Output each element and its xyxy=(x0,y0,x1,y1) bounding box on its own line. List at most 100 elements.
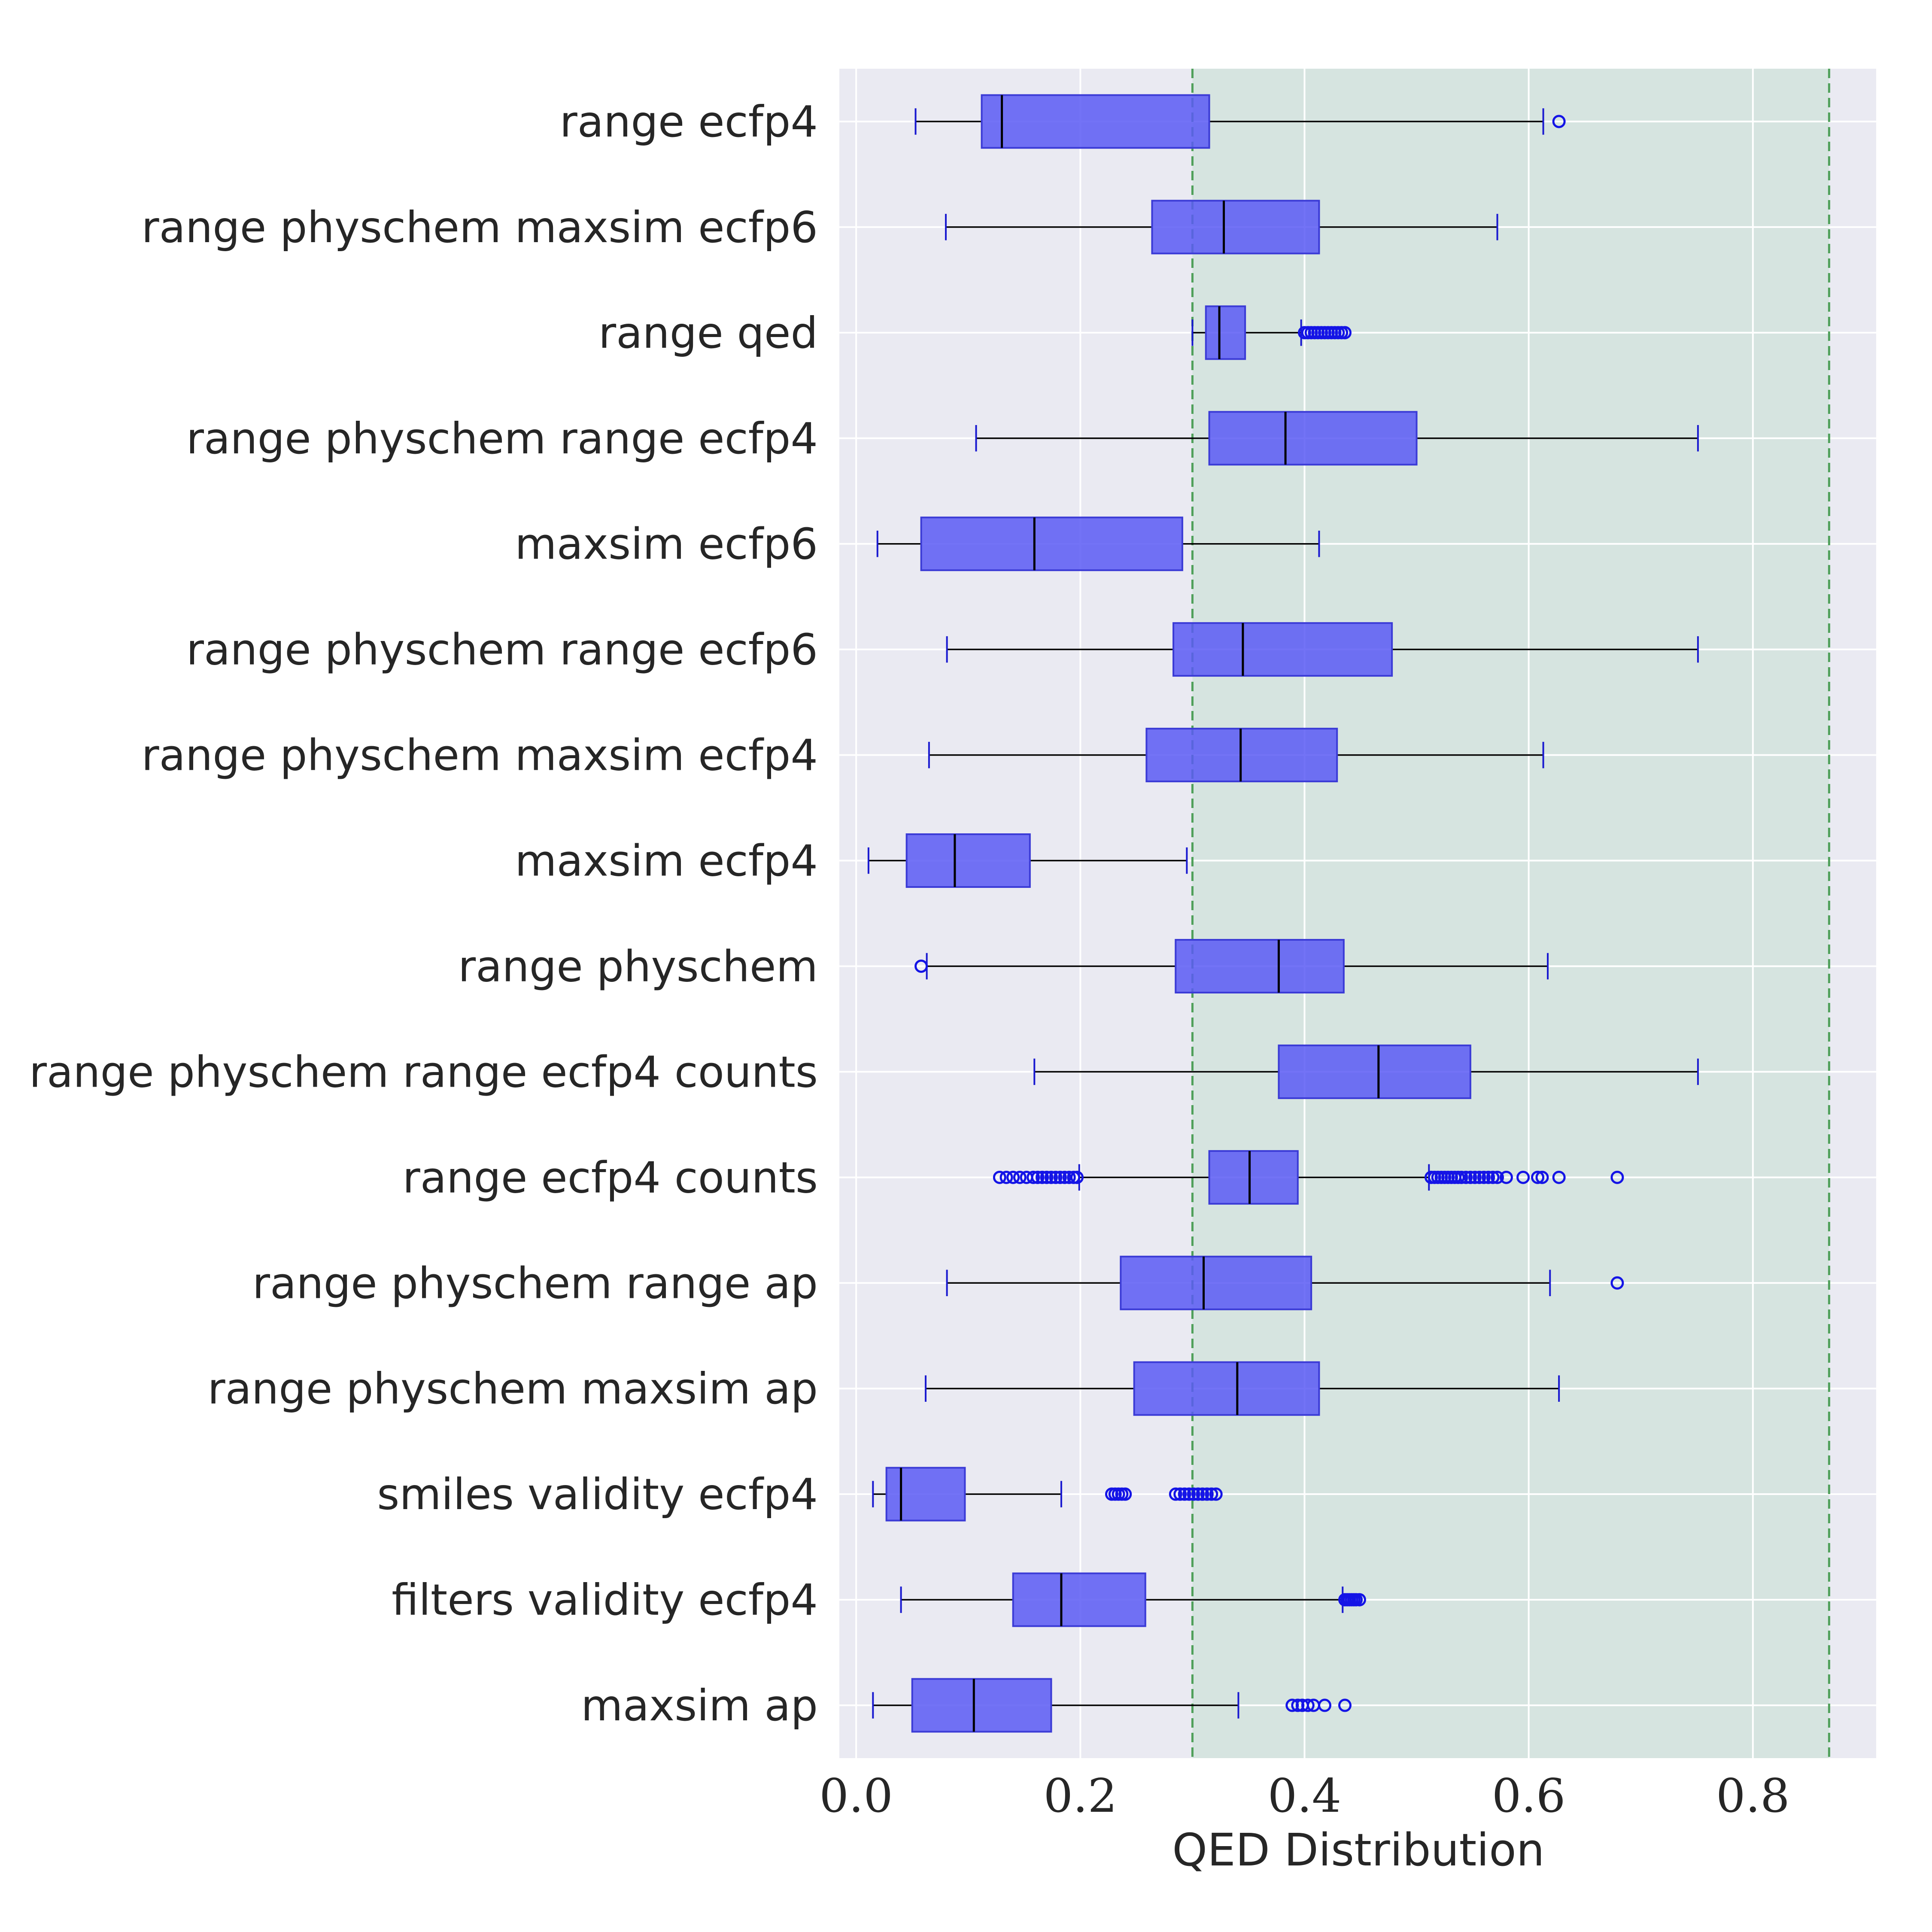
iqr-box xyxy=(1012,1572,1146,1627)
box-group xyxy=(946,622,1699,677)
outlier-point xyxy=(1531,1170,1545,1184)
outlier-point xyxy=(1459,1170,1473,1184)
outlier-point xyxy=(1053,1170,1067,1184)
box-group xyxy=(1191,305,1352,360)
category-label: range ecfp4 xyxy=(560,97,818,147)
outlier-point xyxy=(1173,1487,1187,1501)
outlier-point xyxy=(914,959,928,973)
outlier-point xyxy=(1196,1487,1209,1501)
category-label: maxsim ecfp4 xyxy=(515,836,818,886)
outlier-point xyxy=(1610,1170,1624,1184)
iqr-box xyxy=(905,833,1031,888)
x-tick-labels: 0.0 0.2 0.4 0.6 0.8 xyxy=(819,1769,1789,1823)
iqr-box xyxy=(1173,622,1393,677)
box-group xyxy=(914,94,1566,149)
outlier-point xyxy=(1205,1487,1218,1501)
x-tick-label: 0.8 xyxy=(1716,1769,1790,1823)
outlier-point xyxy=(1013,1170,1027,1184)
iqr-box xyxy=(1278,1044,1471,1099)
outlier-point xyxy=(1473,1170,1486,1184)
box-group xyxy=(914,939,1549,993)
outlier-point xyxy=(1301,1698,1315,1712)
box-series xyxy=(867,94,1699,1733)
outlier-point xyxy=(1031,1170,1045,1184)
outlier-point xyxy=(1610,1276,1624,1290)
iqr-box xyxy=(911,1678,1052,1733)
reference-lines xyxy=(1191,69,1830,1758)
iqr-box xyxy=(1208,1150,1299,1205)
box-group xyxy=(945,200,1498,255)
shaded-band xyxy=(1192,69,1829,1758)
outlier-point xyxy=(1006,1170,1020,1184)
outlier-point xyxy=(1178,1487,1191,1501)
outlier-point xyxy=(1318,1698,1331,1712)
outlier-point xyxy=(1040,1170,1054,1184)
iqr-box xyxy=(1175,939,1345,993)
x-tick-label: 0.6 xyxy=(1492,1769,1566,1823)
box-group xyxy=(1033,1044,1699,1099)
outlier-point xyxy=(1118,1487,1132,1501)
outlier-point xyxy=(1464,1170,1477,1184)
category-label: range ecfp4 counts xyxy=(403,1152,818,1203)
category-label: maxsim ap xyxy=(581,1680,818,1731)
category-label: range physchem maxsim ap xyxy=(208,1364,818,1414)
outlier-point xyxy=(1200,1487,1214,1501)
outlier-point xyxy=(1491,1170,1504,1184)
box-group xyxy=(872,1467,1223,1522)
outlier-point xyxy=(1209,1487,1223,1501)
iqr-box xyxy=(1151,200,1320,255)
outlier-point xyxy=(1036,1170,1049,1184)
outlier-point xyxy=(1062,1170,1076,1184)
category-label: smiles validity ecfp4 xyxy=(377,1469,818,1519)
outlier-point xyxy=(1499,1170,1513,1184)
box-group xyxy=(900,1572,1366,1627)
category-label: range qed xyxy=(598,308,818,358)
outlier-point xyxy=(1191,1487,1205,1501)
outlier-point xyxy=(1070,1170,1084,1184)
iqr-box xyxy=(1133,1361,1320,1416)
box-group xyxy=(946,1255,1624,1310)
outlier-point xyxy=(1477,1170,1491,1184)
category-label: range physchem maxsim ecfp4 xyxy=(141,730,818,781)
outlier-point xyxy=(993,1170,1006,1184)
iqr-box xyxy=(1120,1255,1312,1310)
outlier-point xyxy=(1338,326,1352,340)
category-label: range physchem range ecfp4 counts xyxy=(29,1047,818,1097)
iqr-box xyxy=(885,1467,966,1522)
outlier-point xyxy=(1516,1170,1530,1184)
outlier-point xyxy=(1291,1698,1305,1712)
box-group xyxy=(876,516,1320,571)
category-label: maxsim ecfp6 xyxy=(515,519,818,569)
iqr-box xyxy=(1208,411,1418,466)
outlier-point xyxy=(1455,1170,1468,1184)
outlier-point xyxy=(1552,1170,1566,1184)
outlier-point xyxy=(1049,1170,1063,1184)
outlier-point xyxy=(1285,1698,1299,1712)
box-group xyxy=(993,1150,1624,1205)
outlier-point xyxy=(1182,1487,1196,1501)
outlier-point xyxy=(1482,1170,1495,1184)
iqr-box xyxy=(1205,305,1246,360)
outlier-point xyxy=(1352,1593,1366,1607)
outlier-point xyxy=(1187,1487,1200,1501)
x-axis-title: QED Distribution xyxy=(1172,1824,1544,1876)
outlier-point xyxy=(1338,1698,1352,1712)
outlier-point xyxy=(1058,1170,1072,1184)
category-label: range physchem range ap xyxy=(252,1258,818,1308)
box-group xyxy=(925,1361,1560,1416)
iqr-box xyxy=(920,516,1183,571)
x-tick-label: 0.4 xyxy=(1268,1769,1342,1823)
category-label: range physchem range ecfp4 xyxy=(186,413,818,464)
category-label: filters validity ecfp4 xyxy=(392,1575,818,1625)
outlier-point xyxy=(1535,1170,1549,1184)
outlier-point xyxy=(1044,1170,1058,1184)
outlier-point xyxy=(999,1170,1013,1184)
category-labels: range ecfp4 range physchem maxsim ecfp6 ra… xyxy=(29,97,818,1731)
x-tick-label: 0.0 xyxy=(819,1769,893,1823)
outlier-point xyxy=(1468,1170,1482,1184)
box-group xyxy=(975,411,1699,466)
x-tick-label: 0.2 xyxy=(1043,1769,1117,1823)
category-label: range physchem maxsim ecfp6 xyxy=(141,202,818,252)
iqr-box xyxy=(1145,728,1338,783)
